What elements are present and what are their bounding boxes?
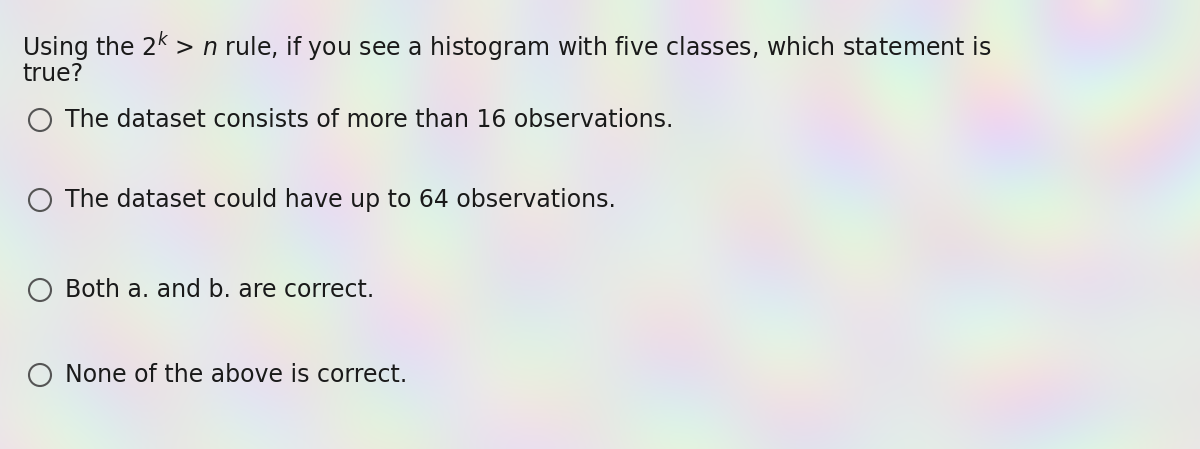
Text: true?: true? [22,62,83,86]
Text: Using the $2^k$ > $n$ rule, if you see a histogram with five classes, which stat: Using the $2^k$ > $n$ rule, if you see a… [22,30,991,63]
Text: Both a. and b. are correct.: Both a. and b. are correct. [65,278,374,302]
Text: The dataset consists of more than 16 observations.: The dataset consists of more than 16 obs… [65,108,673,132]
Text: None of the above is correct.: None of the above is correct. [65,363,407,387]
Text: The dataset could have up to 64 observations.: The dataset could have up to 64 observat… [65,188,616,212]
